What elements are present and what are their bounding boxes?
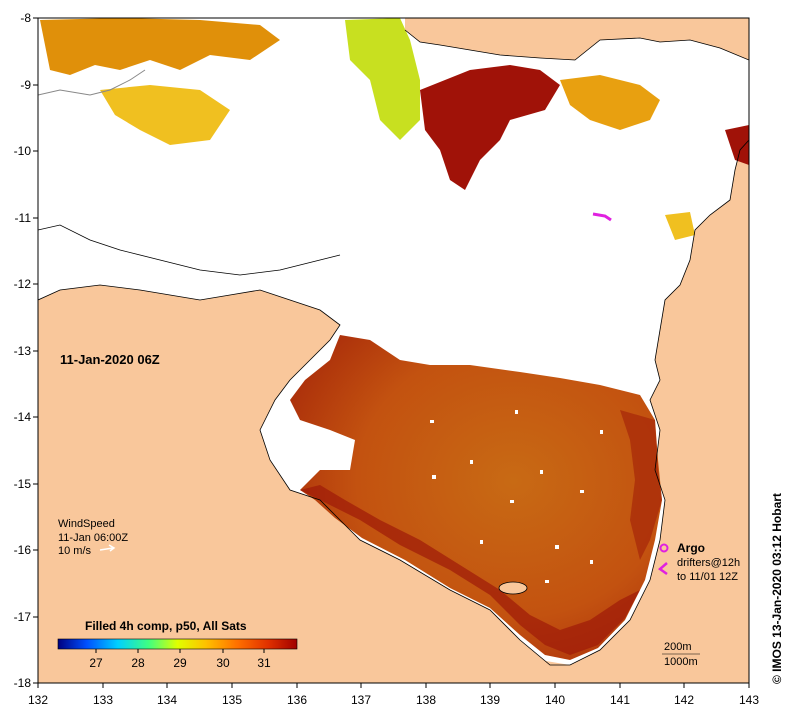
arafura-green-patch <box>345 18 420 140</box>
lat-axis: -8 -9 -10 -11 -12 -13 -14 -15 <box>14 11 38 690</box>
svg-text:136: 136 <box>287 693 307 707</box>
lon-tick: 135 <box>222 683 242 707</box>
svg-text:132: 132 <box>28 693 48 707</box>
date-label: 11-Jan-2020 06Z <box>60 352 160 367</box>
lat-tick: -16 <box>14 543 38 557</box>
svg-text:133: 133 <box>93 693 113 707</box>
svg-text:-10: -10 <box>14 144 32 158</box>
arafura-orange-patch <box>40 18 280 75</box>
colorbar-tick: 27 <box>89 649 103 670</box>
svg-text:137: 137 <box>351 693 371 707</box>
lat-tick: -12 <box>14 277 38 291</box>
lon-tick: 139 <box>480 683 500 707</box>
lon-tick: 132 <box>28 683 48 707</box>
argo-legend: Argo drifters@12h to 11/01 12Z <box>657 541 740 583</box>
gray-border-line <box>38 69 146 96</box>
wind-title: WindSpeed <box>58 518 115 530</box>
svg-text:30: 30 <box>216 656 230 670</box>
svg-text:27: 27 <box>89 656 103 670</box>
svg-text:143: 143 <box>739 693 759 707</box>
lat-tick: -18 <box>14 676 38 690</box>
cape-york-land <box>540 140 749 683</box>
hot-east-band <box>620 410 662 560</box>
isobath-legend: 200m 1000m <box>662 641 700 668</box>
lat-tick: -10 <box>14 144 38 158</box>
colorbar-tick: 30 <box>216 649 230 670</box>
svg-text:-18: -18 <box>14 676 32 690</box>
lon-axis: 132 133 134 135 136 137 138 139 <box>28 683 759 707</box>
drifter-arrow-icon <box>657 562 668 576</box>
gulf-no-data-speckles <box>430 410 603 583</box>
coastline <box>38 139 749 666</box>
lon-tick: 136 <box>287 683 307 707</box>
gulf-sst-field <box>290 335 662 660</box>
drifters-label: drifters@12h <box>677 557 740 569</box>
lat-tick: -15 <box>14 477 38 491</box>
arnhem-land <box>38 285 560 683</box>
arafura-red-patch <box>420 65 560 190</box>
wind-time: 11-Jan 06:00Z <box>58 532 128 544</box>
lat-tick: -13 <box>14 344 38 358</box>
png-coastline <box>404 29 749 61</box>
wind-arrow-icon <box>99 544 116 552</box>
lon-tick: 138 <box>416 683 436 707</box>
arafura-yellow-patch <box>100 85 230 145</box>
svg-text:31: 31 <box>257 656 271 670</box>
lat-tick: -14 <box>14 410 38 424</box>
svg-text:-11: -11 <box>15 211 32 225</box>
lon-tick: 142 <box>674 683 694 707</box>
hot-coastal-band <box>300 485 640 655</box>
lon-tick: 134 <box>157 683 177 707</box>
imos-credit: © IMOS 13-Jan-2020 03:12 Hobart <box>770 493 784 684</box>
svg-text:135: 135 <box>222 693 242 707</box>
colorbar-tick: 31 <box>257 649 271 670</box>
lat-tick: -17 <box>14 610 38 624</box>
svg-text:-14: -14 <box>14 410 32 424</box>
lon-tick: 137 <box>351 683 371 707</box>
drifters-period: to 11/01 12Z <box>677 571 738 583</box>
svg-text:-9: -9 <box>20 78 31 92</box>
svg-text:-17: -17 <box>14 610 32 624</box>
svg-text:-12: -12 <box>14 277 32 291</box>
argo-drifter-track <box>592 212 612 222</box>
wind-scale: 10 m/s <box>58 545 92 557</box>
yellow-east-patch <box>665 212 695 240</box>
new-guinea-land <box>405 18 749 60</box>
lat-tick: -9 <box>20 78 38 92</box>
cape-york-red <box>725 125 749 165</box>
arnhem-north-coast <box>38 224 341 276</box>
svg-text:139: 139 <box>480 693 500 707</box>
svg-text:29: 29 <box>173 656 187 670</box>
svg-text:140: 140 <box>545 693 565 707</box>
colorbar-tick: 29 <box>173 649 187 670</box>
lat-tick: -8 <box>20 11 38 25</box>
svg-text:-16: -16 <box>14 543 32 557</box>
colorbar-gradient <box>57 638 298 650</box>
svg-text:-15: -15 <box>14 477 32 491</box>
mornington-island <box>498 581 528 595</box>
colorbar: Filled 4h comp, p50, All Sats 27 28 29 3… <box>57 619 298 670</box>
svg-text:138: 138 <box>416 693 436 707</box>
argo-title: Argo <box>677 541 705 555</box>
svg-text:134: 134 <box>157 693 177 707</box>
isobath-1000m-label: 1000m <box>664 656 698 668</box>
svg-text:142: 142 <box>674 693 694 707</box>
colorbar-tick: 28 <box>131 649 145 670</box>
lon-tick: 133 <box>93 683 113 707</box>
svg-text:141: 141 <box>610 693 630 707</box>
svg-text:-13: -13 <box>14 344 32 358</box>
wind-legend: WindSpeed 11-Jan 06:00Z 10 m/s <box>58 518 128 557</box>
isobath-200m-label: 200m <box>664 641 692 653</box>
lat-tick: -11 <box>15 211 38 225</box>
lon-tick: 141 <box>610 683 630 707</box>
svg-text:-8: -8 <box>20 11 31 25</box>
lon-tick: 140 <box>545 683 565 707</box>
colorbar-title: Filled 4h comp, p50, All Sats <box>85 619 247 633</box>
arafura-orange-right <box>560 75 660 130</box>
argo-float-icon <box>659 543 669 553</box>
lon-tick: 143 <box>739 683 759 707</box>
svg-text:28: 28 <box>131 656 145 670</box>
